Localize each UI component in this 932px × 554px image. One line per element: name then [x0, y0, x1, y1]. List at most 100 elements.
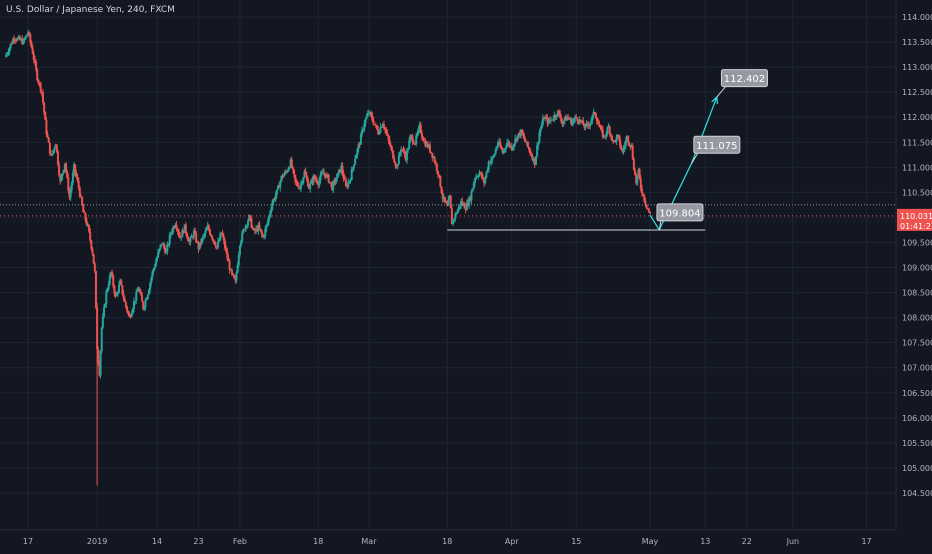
candle-body	[119, 280, 122, 285]
candle-body	[53, 147, 56, 150]
candle-body	[342, 173, 345, 179]
candle-body	[596, 117, 599, 123]
candle-body	[253, 229, 256, 232]
candle-body	[501, 149, 504, 153]
candle-body	[599, 127, 602, 129]
candle-body	[389, 144, 392, 148]
candle-body	[181, 230, 184, 238]
candle-body	[394, 162, 397, 166]
candle-body	[85, 220, 88, 226]
candle-body	[249, 215, 252, 219]
candle-body	[386, 132, 389, 136]
candle-body	[131, 308, 134, 314]
candle-body	[338, 169, 340, 173]
y-tick-label: 110.500	[902, 188, 932, 197]
candle-body	[290, 159, 293, 168]
candle-body	[498, 141, 501, 143]
candle-body	[237, 254, 240, 265]
candle-body	[141, 294, 144, 302]
candle-body	[538, 132, 541, 143]
x-tick-label: 18	[442, 537, 452, 546]
candle-body	[173, 226, 176, 228]
candle-body	[552, 119, 555, 121]
candle-body	[259, 228, 262, 231]
candle-body	[220, 232, 223, 234]
candle-body	[515, 138, 518, 141]
candle-body	[545, 117, 548, 119]
candle-body	[154, 261, 157, 267]
candle-body	[157, 252, 160, 258]
candle-body	[486, 169, 489, 172]
candle-body	[494, 149, 497, 155]
candle-body	[376, 125, 379, 130]
candle-body	[620, 146, 623, 150]
candle-body	[227, 258, 230, 262]
candle-body	[73, 164, 76, 174]
callout-label: 109.804	[659, 208, 700, 219]
candle-body	[61, 173, 64, 177]
candle-body	[425, 143, 428, 147]
candle-body	[377, 129, 380, 135]
candle-body	[299, 183, 302, 189]
candle-body	[631, 146, 634, 160]
candle-body	[21, 39, 24, 44]
candle-body	[22, 39, 25, 44]
candle-body	[592, 112, 595, 116]
candle-body	[364, 118, 367, 124]
candle-body	[492, 156, 495, 158]
candle-body	[453, 218, 456, 220]
chart-title: U.S. Dollar / Japanese Yen, 240, FXCM	[6, 5, 175, 15]
projection-layer: 109.804 111.075 112.402	[649, 69, 768, 232]
candle-body	[86, 224, 89, 226]
candle-body	[341, 165, 344, 174]
candle-body	[276, 185, 279, 190]
candle-body	[199, 242, 202, 244]
candle-body	[464, 208, 467, 211]
candle-body	[270, 209, 273, 214]
candle-body	[578, 119, 581, 123]
candle-body	[304, 171, 307, 176]
candle-body	[41, 92, 44, 103]
candle-body	[357, 144, 360, 149]
candle-body	[327, 174, 330, 183]
candle-body	[646, 207, 649, 209]
candle-body	[303, 171, 306, 178]
candle-body	[291, 167, 294, 170]
y-tick-label: 114.000	[902, 13, 932, 22]
candle-body	[77, 180, 80, 188]
candle-body	[644, 200, 647, 205]
candle-body	[505, 147, 508, 149]
candle-body	[333, 179, 336, 182]
candle-body	[17, 36, 20, 38]
candle-body	[187, 237, 190, 242]
candle-body	[613, 140, 616, 142]
candle-body	[200, 238, 203, 244]
candle-body	[606, 127, 609, 135]
candle-body	[567, 116, 570, 119]
candle-body	[509, 145, 512, 147]
candle-body	[257, 224, 260, 232]
candle-body	[168, 235, 171, 245]
candle-body	[217, 241, 220, 248]
candle-body	[156, 257, 159, 262]
candle-body	[530, 153, 533, 156]
candle-body	[225, 248, 228, 251]
candle-body	[500, 146, 503, 150]
candle-body	[488, 162, 491, 164]
candle-body	[109, 272, 112, 276]
candle-body	[371, 115, 374, 121]
candle-body	[636, 176, 639, 184]
candle-body	[48, 142, 51, 154]
candle-body	[136, 290, 139, 293]
candle-body	[532, 158, 535, 161]
candle-body	[344, 179, 347, 186]
candle-body	[560, 117, 563, 122]
candle-body	[82, 205, 85, 213]
candle-body	[281, 175, 284, 178]
candle-body	[499, 141, 502, 147]
candle-body	[219, 233, 222, 240]
candle-body	[78, 187, 81, 197]
